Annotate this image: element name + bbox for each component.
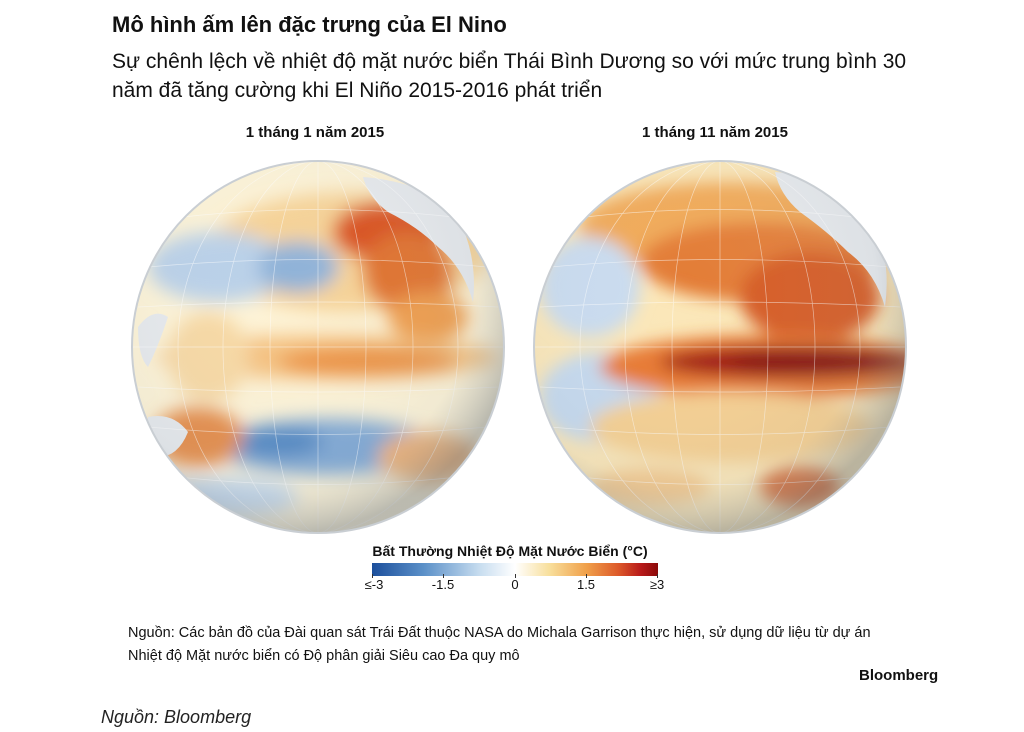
legend-tickmark: [372, 574, 373, 578]
legend-title: Bất Thường Nhiệt Độ Mặt Nước Biển (°C): [372, 543, 648, 559]
bloomberg-logo: Bloomberg: [859, 667, 939, 684]
globe-label-nov: 1 tháng 11 năm 2015: [642, 124, 788, 141]
legend-tick-1-5: 1.5: [576, 577, 596, 592]
footer-source: Nguồn: Bloomberg: [101, 707, 252, 727]
chart-subtitle: Sự chênh lệch về nhiệt độ mặt nước biển …: [112, 50, 907, 102]
legend-tick-zero: 0: [511, 577, 519, 592]
globe-label-jan: 1 tháng 1 năm 2015: [245, 124, 385, 141]
legend-tickmark: [443, 574, 444, 578]
legend-tick-neg-1-5: -1.5: [431, 577, 455, 592]
legend-tickmark: [586, 574, 587, 578]
globe-map-jan-2015: [131, 160, 505, 534]
source-note: Nguồn: Các bản đồ của Đài quan sát Trái …: [128, 625, 871, 664]
globe-map-nov-2015: [533, 160, 907, 534]
legend-tick-min: ≤-3: [364, 577, 384, 592]
legend-tickmark: [515, 574, 516, 578]
legend-color-bar: [372, 563, 658, 576]
legend-tickmark: [657, 574, 658, 578]
legend-tick-max: ≥3: [649, 577, 665, 592]
chart-title: Mô hình ấm lên đặc trưng của El Nino: [112, 12, 507, 37]
